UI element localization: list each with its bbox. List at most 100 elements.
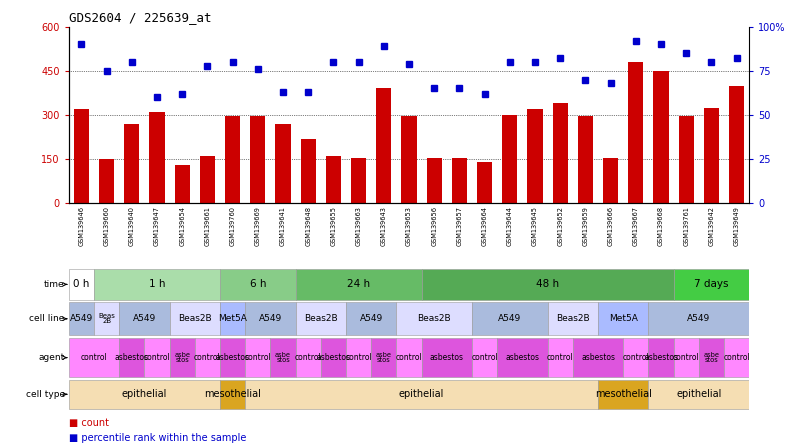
Bar — [220, 302, 245, 336]
Text: 6 h: 6 h — [249, 279, 266, 289]
Bar — [351, 158, 366, 203]
Bar — [377, 88, 391, 203]
Text: cell type: cell type — [26, 390, 65, 399]
Text: asbe
stos: asbe stos — [275, 352, 291, 363]
Text: control: control — [295, 353, 322, 362]
Text: mesothelial: mesothelial — [204, 389, 261, 399]
Text: control: control — [622, 353, 650, 362]
Bar — [704, 107, 719, 203]
Text: control: control — [471, 353, 498, 362]
Bar — [169, 302, 220, 336]
Text: epithelial: epithelial — [676, 389, 722, 399]
Bar — [629, 62, 643, 203]
Bar — [371, 338, 396, 377]
Text: Beas2B: Beas2B — [556, 314, 590, 323]
Bar — [578, 116, 593, 203]
Text: asbestos: asbestos — [644, 353, 678, 362]
Bar — [552, 103, 568, 203]
Bar — [452, 158, 467, 203]
Bar — [119, 338, 144, 377]
Bar — [422, 269, 674, 300]
Bar — [346, 338, 371, 377]
Bar — [69, 338, 119, 377]
Text: 7 days: 7 days — [694, 279, 729, 289]
Bar — [699, 338, 724, 377]
Bar — [69, 302, 94, 336]
Text: A549: A549 — [70, 314, 93, 323]
Text: ■ percentile rank within the sample: ■ percentile rank within the sample — [69, 433, 246, 443]
Text: time: time — [45, 280, 65, 289]
Bar — [649, 338, 674, 377]
Text: Met5A: Met5A — [609, 314, 637, 323]
Text: cell line: cell line — [29, 314, 65, 323]
Bar — [573, 338, 623, 377]
Text: control: control — [245, 353, 271, 362]
Bar — [275, 124, 291, 203]
Bar — [169, 338, 195, 377]
Bar — [175, 165, 190, 203]
Bar — [220, 380, 245, 409]
Bar — [472, 338, 497, 377]
Text: control: control — [194, 353, 221, 362]
Text: Beas
2B: Beas 2B — [98, 313, 115, 325]
Bar — [598, 380, 649, 409]
Bar — [402, 116, 416, 203]
Bar — [548, 338, 573, 377]
Text: A549: A549 — [259, 314, 282, 323]
Text: control: control — [345, 353, 372, 362]
Bar — [654, 71, 668, 203]
Bar — [346, 302, 396, 336]
Bar — [119, 302, 169, 336]
Bar — [724, 338, 749, 377]
Text: Beas2B: Beas2B — [178, 314, 211, 323]
Bar — [74, 109, 89, 203]
Bar — [321, 338, 346, 377]
Bar — [679, 116, 694, 203]
Text: asbestos: asbestos — [505, 353, 539, 362]
Bar — [250, 116, 266, 203]
Bar — [674, 338, 699, 377]
Bar — [69, 269, 94, 300]
Text: Met5A: Met5A — [218, 314, 247, 323]
Bar — [729, 86, 744, 203]
Bar — [396, 338, 422, 377]
Text: asbestos: asbestos — [581, 353, 615, 362]
Text: GDS2604 / 225639_at: GDS2604 / 225639_at — [69, 11, 211, 24]
Text: A549: A549 — [133, 314, 156, 323]
Text: control: control — [81, 353, 108, 362]
Bar — [598, 302, 649, 336]
Bar — [245, 380, 598, 409]
Bar — [326, 156, 341, 203]
Bar — [144, 338, 169, 377]
Text: agent: agent — [39, 353, 65, 362]
Text: mesothelial: mesothelial — [595, 389, 652, 399]
Bar — [296, 302, 346, 336]
Bar — [99, 159, 114, 203]
Bar — [94, 302, 119, 336]
Text: asbestos: asbestos — [215, 353, 249, 362]
Text: asbestos: asbestos — [115, 353, 149, 362]
Text: ■ count: ■ count — [69, 418, 109, 428]
Bar — [472, 302, 548, 336]
Bar — [497, 338, 548, 377]
Bar — [477, 162, 492, 203]
Bar — [674, 269, 749, 300]
Bar — [220, 338, 245, 377]
Text: Beas2B: Beas2B — [417, 314, 451, 323]
Bar — [69, 380, 220, 409]
Text: A549: A549 — [360, 314, 383, 323]
Bar — [220, 269, 296, 300]
Bar — [195, 338, 220, 377]
Text: control: control — [547, 353, 573, 362]
Text: asbe
stos: asbe stos — [376, 352, 392, 363]
Text: asbestos: asbestos — [430, 353, 464, 362]
Text: 0 h: 0 h — [73, 279, 90, 289]
Text: asbe
stos: asbe stos — [703, 352, 719, 363]
Text: 24 h: 24 h — [347, 279, 370, 289]
Bar — [649, 380, 749, 409]
Bar — [225, 116, 241, 203]
Bar — [94, 269, 220, 300]
Bar — [422, 338, 472, 377]
Bar — [271, 338, 296, 377]
Text: control: control — [143, 353, 170, 362]
